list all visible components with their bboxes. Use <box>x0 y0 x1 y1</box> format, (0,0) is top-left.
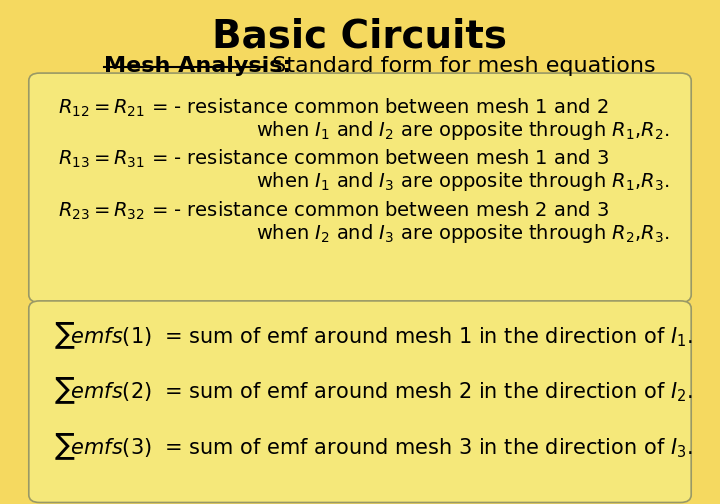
Text: $\sum\!\mathit{emfs}(1)$  = sum of emf around mesh 1 in the direction of $I_1$.: $\sum\!\mathit{emfs}(1)$ = sum of emf ar… <box>54 320 693 351</box>
Text: when $I_1$ and $I_2$ are opposite through $R_1$,$R_2$.: when $I_1$ and $I_2$ are opposite throug… <box>256 119 669 142</box>
Text: $\sum\!\mathit{emfs}(3)$  = sum of emf around mesh 3 in the direction of $I_3$.: $\sum\!\mathit{emfs}(3)$ = sum of emf ar… <box>54 431 693 462</box>
Text: $R_{13} = R_{31}$ = - resistance common between mesh 1 and 3: $R_{13} = R_{31}$ = - resistance common … <box>58 148 608 170</box>
Text: Standard form for mesh equations: Standard form for mesh equations <box>265 56 656 77</box>
Text: $\sum\!\mathit{emfs}(2)$  = sum of emf around mesh 2 in the direction of $I_2$.: $\sum\!\mathit{emfs}(2)$ = sum of emf ar… <box>54 375 693 406</box>
Text: Mesh Analysis:: Mesh Analysis: <box>104 56 292 77</box>
FancyBboxPatch shape <box>29 301 691 502</box>
Text: $R_{23} = R_{32}$ = - resistance common between mesh 2 and 3: $R_{23} = R_{32}$ = - resistance common … <box>58 200 608 222</box>
Text: $R_{12} = R_{21}$ = - resistance common between mesh 1 and 2: $R_{12} = R_{21}$ = - resistance common … <box>58 97 608 119</box>
FancyBboxPatch shape <box>29 73 691 302</box>
Text: when $I_1$ and $I_3$ are opposite through $R_1$,$R_3$.: when $I_1$ and $I_3$ are opposite throug… <box>256 170 669 194</box>
Text: when $I_2$ and $I_3$ are opposite through $R_2$,$R_3$.: when $I_2$ and $I_3$ are opposite throug… <box>256 222 669 245</box>
Text: Basic Circuits: Basic Circuits <box>212 18 508 55</box>
